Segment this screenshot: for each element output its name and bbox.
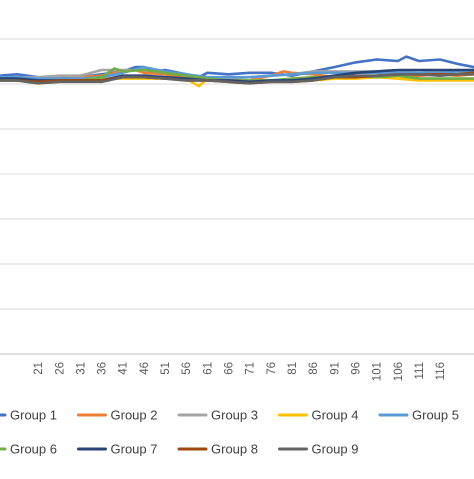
x-tick-label: 96 bbox=[351, 362, 363, 375]
legend-item-group-9: Group 9 bbox=[278, 442, 359, 457]
legend-item-group-1: Group 1 bbox=[0, 408, 57, 423]
x-tick-label: 56 bbox=[181, 362, 193, 375]
x-tick-label: 21 bbox=[33, 362, 45, 375]
gridlines bbox=[0, 38, 474, 355]
x-tick-label: 81 bbox=[287, 362, 299, 375]
series-line-group-5 bbox=[0, 65, 474, 80]
legend-label: Group 3 bbox=[211, 408, 258, 423]
x-tick-label: 111 bbox=[414, 362, 426, 379]
legend-item-group-6: Group 6 bbox=[0, 442, 57, 457]
legend-label: Group 5 bbox=[412, 408, 459, 423]
legend-item-group-8: Group 8 bbox=[177, 442, 258, 457]
x-tick-label: 106 bbox=[393, 362, 405, 381]
x-tick-label: 76 bbox=[266, 362, 278, 375]
x-tick-label: 86 bbox=[308, 362, 320, 375]
legend-item-group-7: Group 7 bbox=[77, 442, 158, 457]
legend-item-group-3: Group 3 bbox=[177, 408, 258, 423]
legend-label: Group 7 bbox=[111, 442, 158, 457]
legend: Group 1 Group 2 Group 3 Group 4 Group 5 Group… bbox=[0, 408, 459, 457]
x-tick-label: 71 bbox=[245, 362, 257, 375]
x-tick-label: 46 bbox=[139, 362, 151, 375]
legend-item-group-4: Group 4 bbox=[278, 408, 359, 423]
x-tick-label: 36 bbox=[97, 362, 109, 375]
legend-label: Group 9 bbox=[312, 442, 359, 457]
legend-item-group-5: Group 5 bbox=[378, 408, 459, 423]
x-tick-label: 101 bbox=[372, 362, 384, 381]
x-tick-label: 91 bbox=[329, 362, 341, 375]
x-axis-tick-labels: 21 26 31 36 41 46 51 56 61 66 71 76 81 86 91 96 101 106 11… bbox=[33, 362, 447, 381]
x-tick-label: 41 bbox=[118, 362, 130, 375]
x-tick-label: 31 bbox=[75, 362, 87, 375]
legend-label: Group 2 bbox=[111, 408, 158, 423]
x-tick-label: 61 bbox=[202, 362, 214, 375]
x-tick-label: 116 bbox=[435, 362, 447, 380]
x-tick-label: 26 bbox=[54, 362, 66, 375]
legend-item-group-2: Group 2 bbox=[77, 408, 158, 423]
x-tick-label: 51 bbox=[160, 362, 172, 375]
legend-label: Group 8 bbox=[211, 442, 258, 457]
legend-label: Group 4 bbox=[312, 408, 359, 423]
legend-label: Group 1 bbox=[10, 408, 57, 423]
series-line-group-9 bbox=[0, 73, 474, 85]
plot-series bbox=[0, 55, 474, 88]
x-tick-label: 66 bbox=[224, 362, 236, 375]
legend-label: Group 6 bbox=[10, 442, 57, 457]
